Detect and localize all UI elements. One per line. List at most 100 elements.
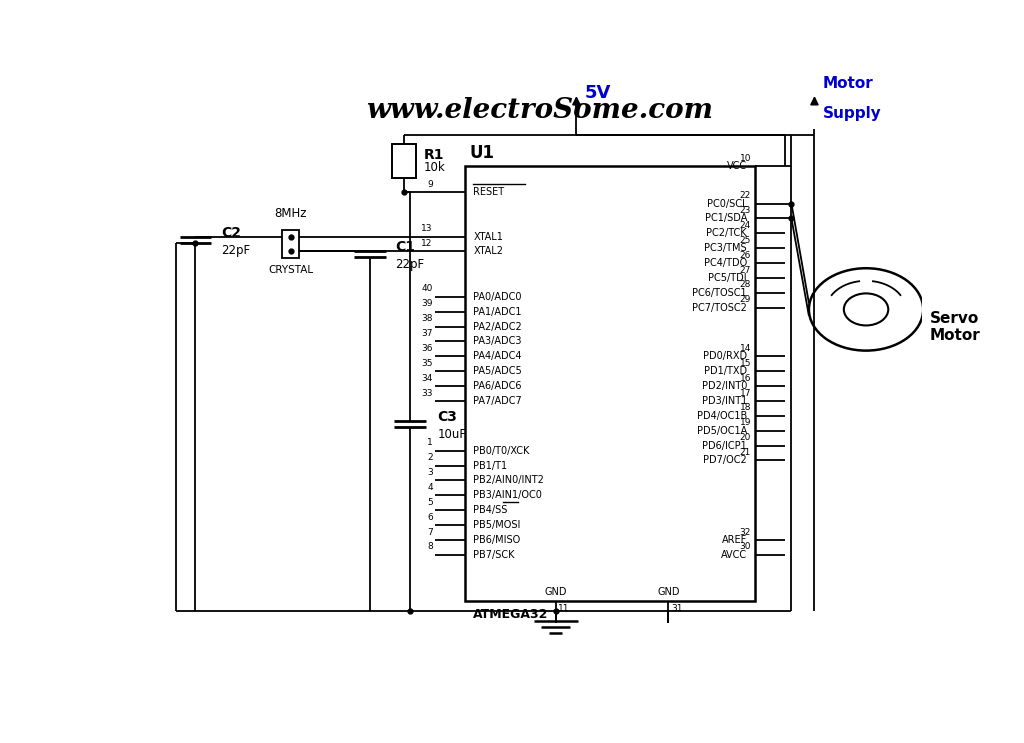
Text: 22: 22 [739, 191, 751, 200]
Text: C3: C3 [437, 410, 458, 424]
Text: U1: U1 [469, 144, 495, 162]
Text: PD1/TXD: PD1/TXD [703, 366, 748, 376]
Text: PC7/TOSC2: PC7/TOSC2 [692, 302, 748, 313]
Text: 24: 24 [739, 221, 751, 230]
Text: PB4/SS: PB4/SS [473, 505, 508, 515]
Text: 25: 25 [739, 236, 751, 244]
Text: 10uF: 10uF [437, 428, 467, 441]
Text: 33: 33 [421, 389, 433, 398]
Text: 22pF: 22pF [221, 244, 250, 257]
Text: Motor: Motor [930, 328, 980, 343]
Text: PA6/ADC6: PA6/ADC6 [473, 381, 521, 391]
Text: PA7/ADC7: PA7/ADC7 [473, 396, 522, 406]
Text: 15: 15 [739, 359, 751, 368]
Text: PD4/OC1B: PD4/OC1B [696, 411, 748, 421]
Text: 5: 5 [427, 498, 433, 507]
Text: 36: 36 [421, 344, 433, 353]
Text: GND: GND [657, 587, 680, 597]
Text: PC2/TCK: PC2/TCK [707, 228, 748, 239]
Text: 22pF: 22pF [395, 258, 425, 271]
Text: VCC: VCC [727, 161, 748, 172]
Text: PC4/TDO: PC4/TDO [703, 258, 748, 268]
Text: 6: 6 [427, 513, 433, 522]
Text: 10k: 10k [424, 161, 445, 174]
Text: 38: 38 [421, 314, 433, 323]
Text: 2: 2 [427, 453, 433, 462]
Text: PA2/ADC2: PA2/ADC2 [473, 322, 522, 331]
Text: 8: 8 [427, 542, 433, 551]
Text: RESET: RESET [473, 187, 505, 197]
Text: PA4/ADC4: PA4/ADC4 [473, 351, 521, 361]
Text: PB6/MISO: PB6/MISO [473, 535, 520, 545]
Text: 1: 1 [427, 438, 433, 447]
Text: PC5/TDI: PC5/TDI [709, 273, 748, 283]
Text: 17: 17 [739, 389, 751, 398]
Bar [465, 166, 755, 601]
Text: AREF: AREF [722, 535, 748, 545]
Text: XTAL1: XTAL1 [473, 232, 503, 241]
Text: GND: GND [545, 587, 567, 597]
Text: PC6/TOSC1: PC6/TOSC1 [692, 288, 748, 298]
Bar [282, 230, 299, 258]
Text: C2: C2 [221, 226, 241, 240]
Text: 40: 40 [421, 285, 433, 293]
Text: 27: 27 [739, 265, 751, 274]
Text: 29: 29 [739, 295, 751, 305]
Text: 4: 4 [427, 483, 433, 492]
Text: 8MHz: 8MHz [274, 207, 307, 220]
Text: AVCC: AVCC [721, 550, 748, 560]
Text: 28: 28 [739, 280, 751, 289]
Text: 34: 34 [421, 374, 433, 383]
Text: PA5/ADC5: PA5/ADC5 [473, 366, 522, 376]
Text: PA3/ADC3: PA3/ADC3 [473, 337, 521, 346]
Text: PD3/INT1: PD3/INT1 [701, 396, 748, 406]
Text: 31: 31 [671, 604, 682, 613]
Text: 16: 16 [739, 374, 751, 383]
Text: PA0/ADC0: PA0/ADC0 [473, 292, 521, 302]
Text: 5V: 5V [585, 84, 610, 103]
Text: CRYSTAL: CRYSTAL [268, 265, 313, 275]
Text: 19: 19 [739, 418, 751, 427]
Text: Supply: Supply [822, 106, 881, 121]
Text: 37: 37 [421, 329, 433, 338]
Text: 20: 20 [739, 433, 751, 442]
Text: 35: 35 [421, 359, 433, 368]
Text: 11: 11 [558, 604, 569, 613]
Text: 18: 18 [739, 403, 751, 412]
Text: 26: 26 [739, 250, 751, 259]
Text: PB2/AIN0/INT2: PB2/AIN0/INT2 [473, 476, 544, 485]
Text: 9: 9 [427, 180, 433, 189]
Text: PD2/INT0: PD2/INT0 [701, 381, 748, 391]
Text: PB0/T0/XCK: PB0/T0/XCK [473, 446, 529, 455]
Text: www.electroSome.com: www.electroSome.com [367, 97, 713, 124]
Text: PD7/OC2: PD7/OC2 [703, 455, 748, 465]
Text: 3: 3 [427, 468, 433, 477]
Text: 10: 10 [739, 154, 751, 163]
Text: ATMEGA32: ATMEGA32 [473, 608, 549, 621]
Text: 12: 12 [421, 239, 433, 247]
Text: PB5/MOSI: PB5/MOSI [473, 520, 520, 530]
Text: 21: 21 [739, 448, 751, 457]
Text: 7: 7 [427, 528, 433, 536]
Text: PB3/AIN1/OC0: PB3/AIN1/OC0 [473, 490, 542, 500]
Text: PB7/SCK: PB7/SCK [473, 550, 515, 560]
Text: PC3/TMS: PC3/TMS [705, 243, 748, 253]
Text: PD6/ICP1: PD6/ICP1 [702, 441, 748, 450]
Text: PC0/SCL: PC0/SCL [707, 198, 748, 209]
Text: R1: R1 [424, 148, 444, 162]
Text: XTAL2: XTAL2 [473, 246, 503, 256]
Text: 14: 14 [739, 344, 751, 353]
Text: Servo: Servo [930, 311, 979, 325]
Text: PB1/T1: PB1/T1 [473, 461, 507, 470]
Text: PA1/ADC1: PA1/ADC1 [473, 307, 521, 317]
Text: 39: 39 [421, 299, 433, 308]
Text: Motor: Motor [822, 76, 873, 91]
Text: 23: 23 [739, 206, 751, 215]
Text: PD0/RXD: PD0/RXD [702, 351, 748, 361]
Text: 32: 32 [739, 528, 751, 536]
Bar [392, 143, 416, 178]
Text: PD5/OC1A: PD5/OC1A [696, 426, 748, 435]
Text: PC1/SDA: PC1/SDA [705, 213, 748, 224]
Text: 13: 13 [421, 224, 433, 233]
Text: 30: 30 [739, 542, 751, 551]
